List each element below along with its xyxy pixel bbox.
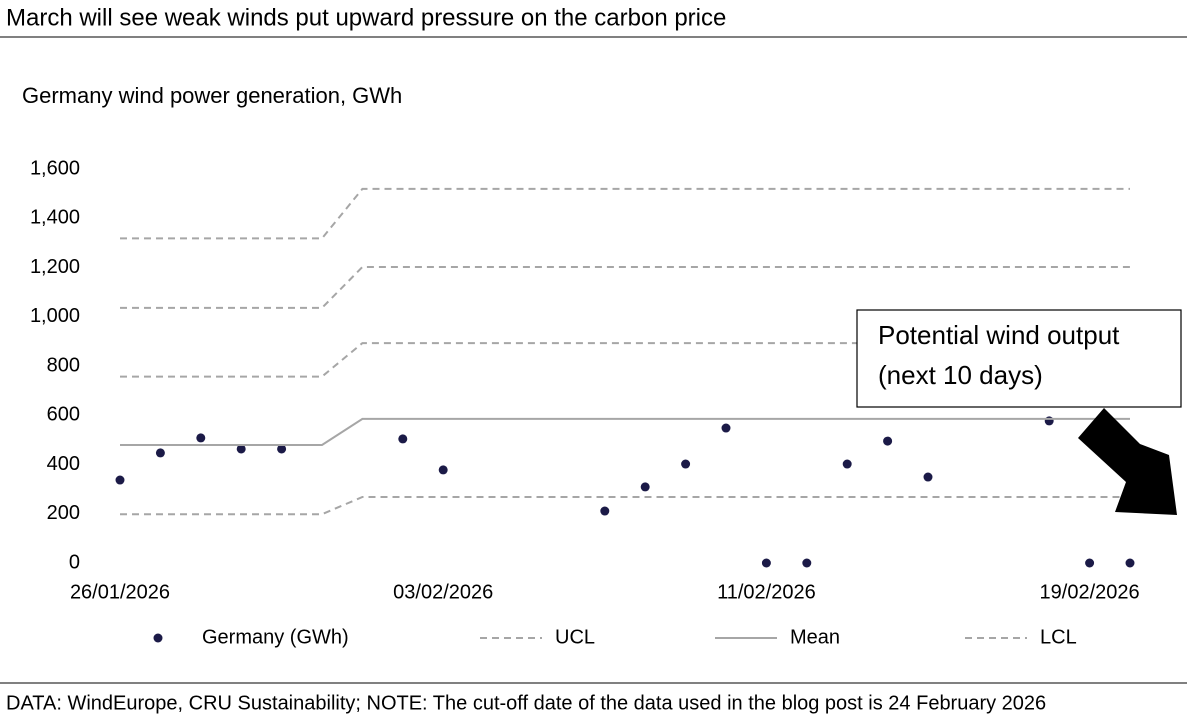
chart-title: March will see weak winds put upward pre… bbox=[6, 4, 726, 31]
data-point bbox=[115, 475, 125, 485]
data-point bbox=[721, 423, 731, 433]
y-tick-label: 800 bbox=[47, 354, 80, 376]
data-point bbox=[196, 433, 206, 443]
x-tick-label: 03/02/2026 bbox=[393, 581, 493, 603]
data-point bbox=[1085, 558, 1095, 568]
data-point bbox=[1125, 558, 1135, 568]
legend-label: LCL bbox=[1040, 626, 1077, 648]
data-point bbox=[277, 444, 287, 454]
footer-text: DATA: WindEurope, CRU Sustainability; NO… bbox=[6, 692, 1046, 714]
data-point bbox=[236, 444, 246, 454]
control-limit-line bbox=[120, 266, 1130, 309]
data-point bbox=[802, 558, 812, 568]
y-tick-label: 1,000 bbox=[30, 305, 80, 327]
control-limit-line bbox=[120, 496, 1130, 516]
y-tick-label: 200 bbox=[47, 502, 80, 524]
y-tick-label: 0 bbox=[69, 551, 80, 573]
y-tick-label: 1,400 bbox=[30, 207, 80, 229]
data-point bbox=[842, 459, 852, 469]
y-tick-label: 600 bbox=[47, 404, 80, 426]
data-point bbox=[1044, 416, 1054, 426]
x-tick-label: 26/01/2026 bbox=[70, 581, 170, 603]
control-limit-line bbox=[120, 187, 1130, 240]
annotation-text: (next 10 days) bbox=[878, 360, 1043, 390]
data-point bbox=[681, 459, 691, 469]
data-point bbox=[398, 434, 408, 444]
legend-marker bbox=[153, 633, 163, 643]
annotation-text: Potential wind output bbox=[878, 320, 1120, 350]
annotation-box bbox=[856, 309, 1182, 408]
y-tick-label: 400 bbox=[47, 453, 80, 475]
data-point bbox=[600, 506, 610, 516]
annotation-arrow bbox=[1078, 408, 1177, 515]
legend-label: Germany (GWh) bbox=[202, 626, 349, 648]
chart-subtitle: Germany wind power generation, GWh bbox=[22, 83, 402, 108]
y-tick-label: 1,200 bbox=[30, 256, 80, 278]
data-point bbox=[640, 482, 650, 492]
legend-label: Mean bbox=[790, 626, 840, 648]
data-point bbox=[438, 465, 448, 475]
data-point bbox=[923, 472, 933, 482]
data-point bbox=[761, 558, 771, 568]
mean-line bbox=[120, 417, 1130, 446]
data-point bbox=[883, 436, 893, 446]
y-tick-label: 1,600 bbox=[30, 157, 80, 179]
x-tick-label: 19/02/2026 bbox=[1040, 581, 1140, 603]
legend-label: UCL bbox=[555, 626, 595, 648]
data-point bbox=[155, 448, 165, 458]
x-tick-label: 11/02/2026 bbox=[717, 581, 816, 603]
